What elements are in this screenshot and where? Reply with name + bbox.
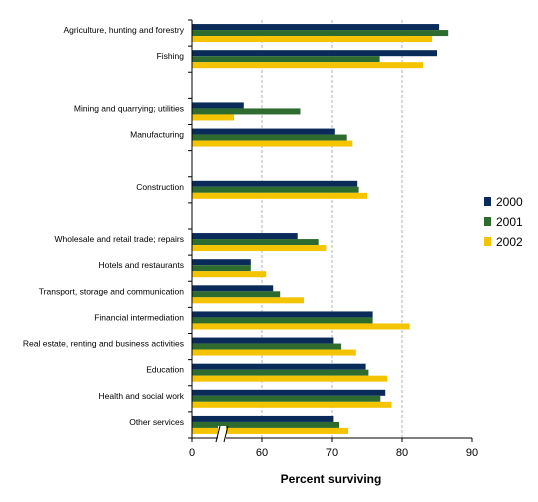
bar (192, 343, 342, 350)
category-label: Education (146, 365, 184, 375)
x-tick-label: 60 (256, 447, 268, 459)
bar (192, 245, 327, 252)
category-label: Manufacturing (130, 130, 184, 140)
bar (192, 128, 335, 135)
bar (192, 421, 339, 428)
bar (192, 337, 334, 344)
bars-group (192, 24, 449, 434)
x-tick-label: 0 (189, 447, 195, 459)
bar (192, 30, 449, 37)
legend-swatch (484, 197, 491, 206)
bar (192, 50, 437, 57)
x-tick-label: 70 (326, 447, 338, 459)
bar (192, 317, 373, 324)
x-axis-title: Percent surviving (281, 472, 382, 486)
bar (192, 427, 349, 434)
x-tick-label: 90 (466, 447, 478, 459)
bar (192, 323, 410, 330)
bar (192, 285, 274, 292)
bar (192, 56, 380, 63)
bar (192, 192, 367, 199)
category-label: Real estate, renting and business activi… (23, 339, 184, 349)
bar (192, 265, 251, 272)
axes-group (188, 19, 473, 443)
bar (192, 186, 359, 193)
bar (192, 108, 301, 115)
legend-label: 2001 (496, 215, 523, 229)
bar (192, 291, 281, 298)
bar (192, 140, 353, 147)
legend-swatch (484, 237, 491, 246)
bar (192, 102, 244, 109)
bar (192, 239, 319, 246)
legend: 2000 2001 2002 (484, 195, 523, 249)
bar (192, 297, 304, 304)
category-label: Hotels and restaurants (98, 260, 184, 270)
category-label: Other services (129, 417, 184, 427)
category-label: Fishing (157, 51, 185, 61)
category-label: Construction (136, 182, 184, 192)
bar (192, 24, 440, 31)
legend-swatch (484, 217, 491, 226)
bar (192, 311, 373, 318)
tick-labels: 0 60 70 80 90 (189, 447, 478, 459)
bar (192, 401, 392, 408)
legend-label: 2002 (496, 235, 523, 249)
category-label: Health and social work (98, 391, 184, 401)
bar (192, 363, 366, 370)
bar (192, 415, 334, 422)
bar (192, 259, 251, 266)
bar (192, 369, 369, 376)
bar (192, 375, 388, 382)
bar (192, 62, 423, 69)
bar (192, 349, 356, 356)
x-tick-label: 80 (396, 447, 408, 459)
bar (192, 389, 386, 396)
bar (192, 233, 298, 240)
category-label: Transport, storage and communication (39, 286, 184, 296)
axis-break-mark (215, 425, 229, 443)
category-labels: Agriculture, hunting and forestry Fishing… (23, 25, 185, 427)
bar (192, 114, 234, 121)
legend-label: 2000 (496, 195, 523, 209)
category-label: Agriculture, hunting and forestry (64, 25, 185, 35)
category-label: Wholesale and retail trade; repairs (55, 234, 184, 244)
bar (192, 395, 381, 402)
category-label: Financial intermediation (94, 312, 184, 322)
bar (192, 134, 347, 141)
category-label: Mining and quarrying; utilities (74, 103, 184, 113)
bar (192, 271, 267, 278)
bar (192, 36, 433, 43)
bar (192, 180, 358, 187)
